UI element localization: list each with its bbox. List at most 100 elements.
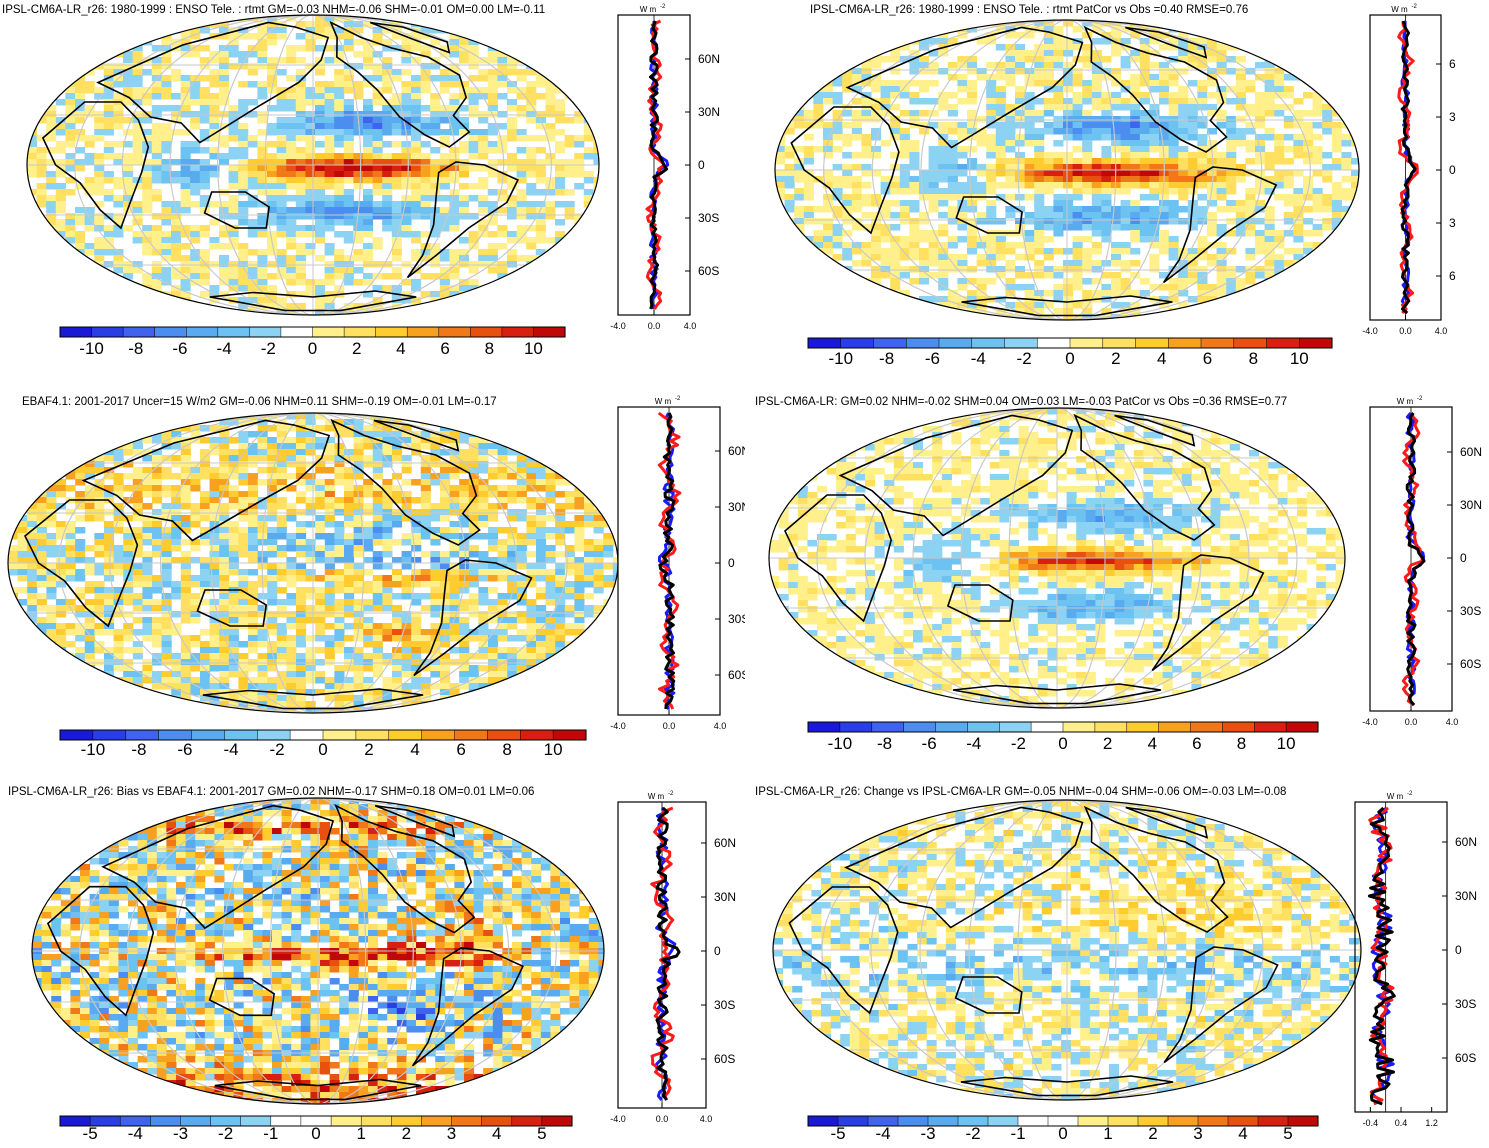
map-field bbox=[775, 20, 1359, 320]
lat-tick-label: 0 bbox=[1449, 163, 1456, 177]
panel-title: IPSL-CM6A-LR_r26: 1980-1999 : ENSO Tele.… bbox=[2, 4, 546, 16]
lat-tick-label: 30S bbox=[698, 211, 719, 225]
lat-tick-label: 0 bbox=[698, 158, 705, 172]
colorbar-bin bbox=[1030, 721, 1064, 733]
colorbar-label: 8 bbox=[485, 339, 494, 358]
unit-exponent: -2 bbox=[675, 396, 681, 402]
colorbar-bin bbox=[501, 326, 535, 338]
colorbar-label: -8 bbox=[131, 740, 146, 759]
zonal-mean-plot: W m -2 6 3 0 3 6 -4.0 0.0 4.0 bbox=[1362, 4, 1456, 336]
colorbar-bin bbox=[59, 729, 94, 741]
colorbar-bin bbox=[840, 337, 875, 349]
unit-exponent: -2 bbox=[668, 791, 674, 797]
colorbar-label: 0 bbox=[1065, 349, 1074, 368]
continent-outline bbox=[844, 806, 1084, 929]
colorbar-label: 6 bbox=[440, 339, 449, 358]
colorbar-bin bbox=[59, 326, 93, 338]
colorbar-label: 2 bbox=[352, 339, 361, 358]
colorbar-frame bbox=[807, 1115, 1319, 1127]
lat-tick-label: 60S bbox=[714, 1052, 735, 1066]
colorbar-bin bbox=[322, 729, 357, 741]
lat-tick-label: 6 bbox=[1449, 57, 1456, 71]
continent-outline bbox=[790, 106, 900, 235]
lat-tick-label: 30N bbox=[728, 500, 745, 514]
continent-outline bbox=[1073, 413, 1216, 541]
colorbar-label: 10 bbox=[544, 740, 563, 759]
zonal-mean-plot: W m-2 60N 30N 0 30S 60S -4.0 0.0 4.0 bbox=[610, 791, 736, 1124]
continent-outline bbox=[961, 295, 1173, 317]
colorbar-label: 8 bbox=[1237, 734, 1246, 753]
x-tick-label: -4.0 bbox=[1362, 326, 1378, 336]
colorbar-label: 2 bbox=[1148, 1124, 1157, 1143]
colorbar-bin bbox=[154, 326, 187, 338]
lat-tick-label: 30S bbox=[1455, 997, 1476, 1011]
colorbar-bin bbox=[454, 729, 488, 741]
map-field bbox=[27, 15, 599, 315]
colorbar-label: 3 bbox=[1193, 1124, 1202, 1143]
continent-outline bbox=[369, 21, 451, 54]
colorbar-bin bbox=[249, 326, 282, 338]
lat-tick-label: 60S bbox=[728, 668, 745, 682]
colorbar-bin bbox=[289, 729, 324, 741]
colorbar: -5 -4 -3 -2 -1 0 1 2 3 4 5 bbox=[59, 1115, 573, 1143]
lat-tick-label: 60S bbox=[1455, 1051, 1476, 1065]
map-border bbox=[774, 19, 1360, 321]
colorbar-label: 8 bbox=[502, 740, 511, 759]
x-tick-label: 0.0 bbox=[1405, 717, 1418, 727]
colorbar-label: -3 bbox=[920, 1124, 935, 1143]
colorbar-label: -4 bbox=[875, 1124, 890, 1143]
colorbar-label: 2 bbox=[364, 740, 373, 759]
continent-outline bbox=[374, 804, 456, 838]
x-tick-label: -4.0 bbox=[610, 321, 626, 331]
colorbar-bin bbox=[1168, 337, 1202, 349]
panel-title: IPSL-CM6A-LR_r26: Change vs IPSL-CM6A-LR… bbox=[755, 786, 1287, 798]
continent-outline bbox=[202, 688, 424, 710]
colorbar: -10 -8 -6 -4 -2 0 2 4 6 8 10 bbox=[59, 729, 587, 759]
continent-outline bbox=[96, 21, 330, 144]
colorbar-label: -10 bbox=[79, 339, 104, 358]
x-tick-label: 4.0 bbox=[1435, 326, 1448, 336]
continent-outline bbox=[960, 1075, 1174, 1097]
colorbar-label: 2 bbox=[402, 1124, 411, 1143]
colorbar-label: 2 bbox=[1111, 349, 1120, 368]
colorbar-bin bbox=[1069, 337, 1104, 349]
x-tick-label: -0.4 bbox=[1363, 1118, 1379, 1128]
obs-zonal-line bbox=[1368, 806, 1395, 1106]
colorbar: -10 -8 -6 -4 -2 0 2 4 6 8 10 bbox=[59, 326, 566, 358]
colorbar-label: 2 bbox=[1103, 734, 1112, 753]
colorbar-bin bbox=[186, 326, 219, 338]
colorbar-bin bbox=[967, 721, 1000, 733]
colorbar-label: -2 bbox=[218, 1124, 233, 1143]
colorbar-label: -1 bbox=[263, 1124, 278, 1143]
continent-outline bbox=[214, 1078, 422, 1101]
colorbar-bin bbox=[217, 326, 250, 338]
colorbar-bin bbox=[487, 729, 521, 741]
continent-outline bbox=[1083, 805, 1229, 933]
colorbar-bin bbox=[406, 326, 440, 338]
continent-outline bbox=[406, 161, 519, 279]
x-tick-label: 0.0 bbox=[656, 1114, 669, 1124]
colorbar-label: -2 bbox=[965, 1124, 980, 1143]
panel-1: IPSL-CM6A-LR_r26: 1980-1999 : ENSO Tele.… bbox=[0, 0, 745, 385]
continent-outline bbox=[784, 494, 893, 623]
lat-tick-label: 30N bbox=[1455, 889, 1477, 903]
colorbar-bin bbox=[999, 721, 1032, 733]
colorbar: -10 -8 -6 -4 -2 0 2 4 6 8 10 bbox=[807, 721, 1319, 753]
colorbar-bin bbox=[938, 337, 973, 349]
continent-outline bbox=[209, 290, 417, 312]
colorbar-frame bbox=[807, 337, 1333, 349]
colorbar-bin bbox=[1102, 337, 1137, 349]
map-border bbox=[772, 799, 1362, 1101]
zonal-frame bbox=[1354, 801, 1448, 1113]
colorbar-bin bbox=[552, 729, 587, 741]
panel-title: IPSL-CM6A-LR_r26: 1980-1999 : ENSO Tele.… bbox=[810, 4, 1249, 16]
colorbar-bin bbox=[520, 729, 554, 741]
continent-outline bbox=[1114, 414, 1196, 447]
continent-outline bbox=[196, 589, 268, 627]
lat-tick-label: 60N bbox=[1455, 835, 1477, 849]
mean-zonal-line bbox=[1400, 20, 1417, 315]
continent-outline bbox=[1151, 554, 1265, 672]
colorbar-label: -10 bbox=[829, 349, 854, 368]
panel-title: IPSL-CM6A-LR: GM=0.02 NHM=-0.02 SHM=0.04… bbox=[755, 396, 1288, 408]
panel-2: IPSL-CM6A-LR_r26: 1980-1999 : ENSO Tele.… bbox=[745, 0, 1489, 385]
